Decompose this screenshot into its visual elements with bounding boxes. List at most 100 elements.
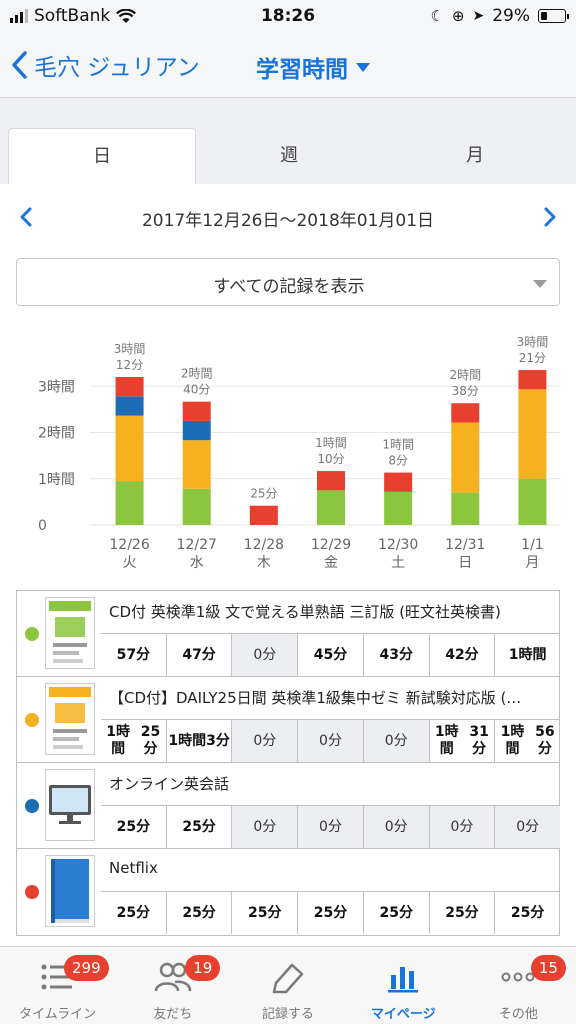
notification-badge: 15: [530, 955, 566, 981]
time-cell: 25分: [428, 892, 495, 934]
time-cell: 0分: [494, 806, 561, 848]
time-value: 0分: [319, 818, 342, 835]
page-title: 学習時間: [256, 57, 348, 83]
bar-segment: [451, 403, 480, 423]
battery-percent: 29%: [492, 6, 530, 26]
tabbar-item[interactable]: その他 15: [461, 947, 576, 1024]
bar-segment: [317, 471, 345, 491]
time-cell: 25分: [297, 892, 363, 934]
bar-total-label: 3時間: [517, 335, 549, 349]
time-cell: 1時間: [494, 634, 560, 676]
monitor-icon: [45, 769, 95, 841]
x-tick-label: 12/31: [445, 537, 485, 553]
notification-badge: 299: [64, 955, 109, 981]
time-value: 43分: [379, 646, 413, 663]
chevron-left-icon: [20, 207, 32, 227]
time-cell: 0分: [362, 806, 429, 848]
time-value: 42分: [445, 646, 479, 663]
bar-segment: [249, 505, 278, 525]
y-tick-label: 0: [38, 518, 47, 534]
x-tick-label: 12/26: [109, 537, 149, 553]
time-cell: 47分: [165, 634, 232, 676]
moon-icon: ☾: [430, 7, 444, 25]
time-value: 0分: [253, 732, 277, 749]
bar-segment: [115, 396, 144, 416]
record-row[interactable]: 【CD付】DAILY25日間 英検準1級集中ゼミ 新試験対応版 (… 1時間 25…: [17, 677, 560, 763]
time-value: 25分: [140, 724, 161, 757]
series-color-dot: [25, 799, 39, 813]
notification-badge: 19: [185, 955, 221, 981]
record-row[interactable]: CD付 英検準1級 文で覚える単熟語 三訂版 (旺文社英検書) 57分 47分 0分…: [17, 591, 560, 677]
record-row[interactable]: Netflix 25分 25分 25分 25分 25分 25分 25分: [17, 849, 560, 935]
bar-segment: [182, 401, 211, 421]
carrier-name: SoftBank: [34, 6, 111, 26]
bar-chart-icon: [383, 959, 423, 995]
time-cell: 0分: [231, 806, 298, 848]
tab-month[interactable]: 月: [466, 145, 484, 166]
record-daily-times: 1時間 25分 1時間 3分 0分 0分 0分 1時間 31分 1時間 56分: [101, 719, 560, 762]
bar-segment: [451, 492, 480, 525]
time-value: 1時間: [500, 724, 525, 757]
friends-icon: [153, 959, 193, 995]
back-button[interactable]: 毛穴 ジュリアン: [10, 48, 200, 82]
nav-bar: 毛穴 ジュリアン 学習時間: [0, 44, 576, 88]
time-value: 25分: [313, 904, 348, 921]
record-filter-select[interactable]: すべての記録を表示: [16, 258, 560, 306]
bar-total-label: 2時間: [181, 367, 213, 381]
bar-total-label: 2時間: [449, 368, 481, 382]
more-icon: [498, 959, 538, 995]
tabbar-item[interactable]: タイムライン 299: [0, 947, 115, 1024]
time-cell: 1時間 31分: [428, 720, 495, 762]
time-value: 47分: [182, 646, 216, 663]
record-name: Netflix: [109, 859, 158, 877]
bar-total-label: 12分: [116, 358, 143, 372]
bar-segment: [451, 422, 480, 493]
pencil-icon: [268, 959, 308, 995]
book-cover-icon: [45, 597, 95, 669]
tabbar-item[interactable]: 友だち 19: [115, 947, 230, 1024]
tabbar-item[interactable]: 記録する: [230, 947, 345, 1024]
time-cell: 25分: [494, 892, 560, 934]
time-cell: 0分: [231, 720, 298, 762]
next-period-button[interactable]: [538, 204, 562, 230]
time-cell: 45分: [297, 634, 363, 676]
signal-icon: [10, 9, 28, 23]
bar-total-label: 40分: [183, 383, 210, 397]
tabbar-item[interactable]: マイページ: [346, 947, 461, 1024]
time-value: 1時間: [106, 724, 131, 757]
time-value: 1時間: [508, 646, 547, 663]
time-value: 25分: [379, 904, 413, 921]
time-value: 31分: [469, 724, 489, 757]
bar-total-label: 21分: [519, 351, 546, 365]
carrier-group: SoftBank: [10, 6, 137, 26]
x-tick-day-label: 火: [123, 555, 137, 571]
y-tick-label: 1時間: [38, 472, 75, 488]
rotation-lock-icon: ⊕: [451, 7, 465, 25]
battery-level: [541, 12, 547, 20]
prev-period-button[interactable]: [14, 204, 38, 230]
time-cell: 1時間 56分: [494, 720, 560, 762]
time-cell: 0分: [297, 720, 363, 762]
time-cell: 25分: [101, 806, 166, 848]
record-row[interactable]: オンライン英会話 25分 25分 0分 0分 0分 0分 0分: [17, 763, 561, 849]
bar-segment: [182, 488, 211, 525]
x-tick-day-label: 土: [391, 555, 405, 571]
y-tick-label: 2時間: [38, 426, 75, 442]
time-cell: 0分: [297, 806, 363, 848]
blue-book-icon: [45, 855, 95, 927]
tab-day[interactable]: 日: [8, 128, 196, 184]
chevron-right-icon: [544, 207, 556, 227]
filter-value: すべての記録を表示: [213, 277, 365, 297]
time-value: 25分: [510, 904, 545, 921]
dropdown-arrow-icon: [533, 280, 547, 288]
time-cell: 0分: [428, 806, 495, 848]
tabbar-label: マイページ: [370, 1007, 436, 1022]
record-daily-times: 25分 25分 0分 0分 0分 0分 0分: [101, 805, 561, 848]
title-dropdown[interactable]: 学習時間: [256, 50, 370, 84]
bar-total-label: 3時間: [114, 342, 146, 356]
tab-week[interactable]: 週: [280, 145, 298, 166]
time-value: 0分: [319, 732, 342, 749]
battery-icon: [538, 9, 569, 23]
x-tick-day-label: 日: [458, 555, 472, 571]
time-cell: 1時間 25分: [101, 720, 166, 762]
